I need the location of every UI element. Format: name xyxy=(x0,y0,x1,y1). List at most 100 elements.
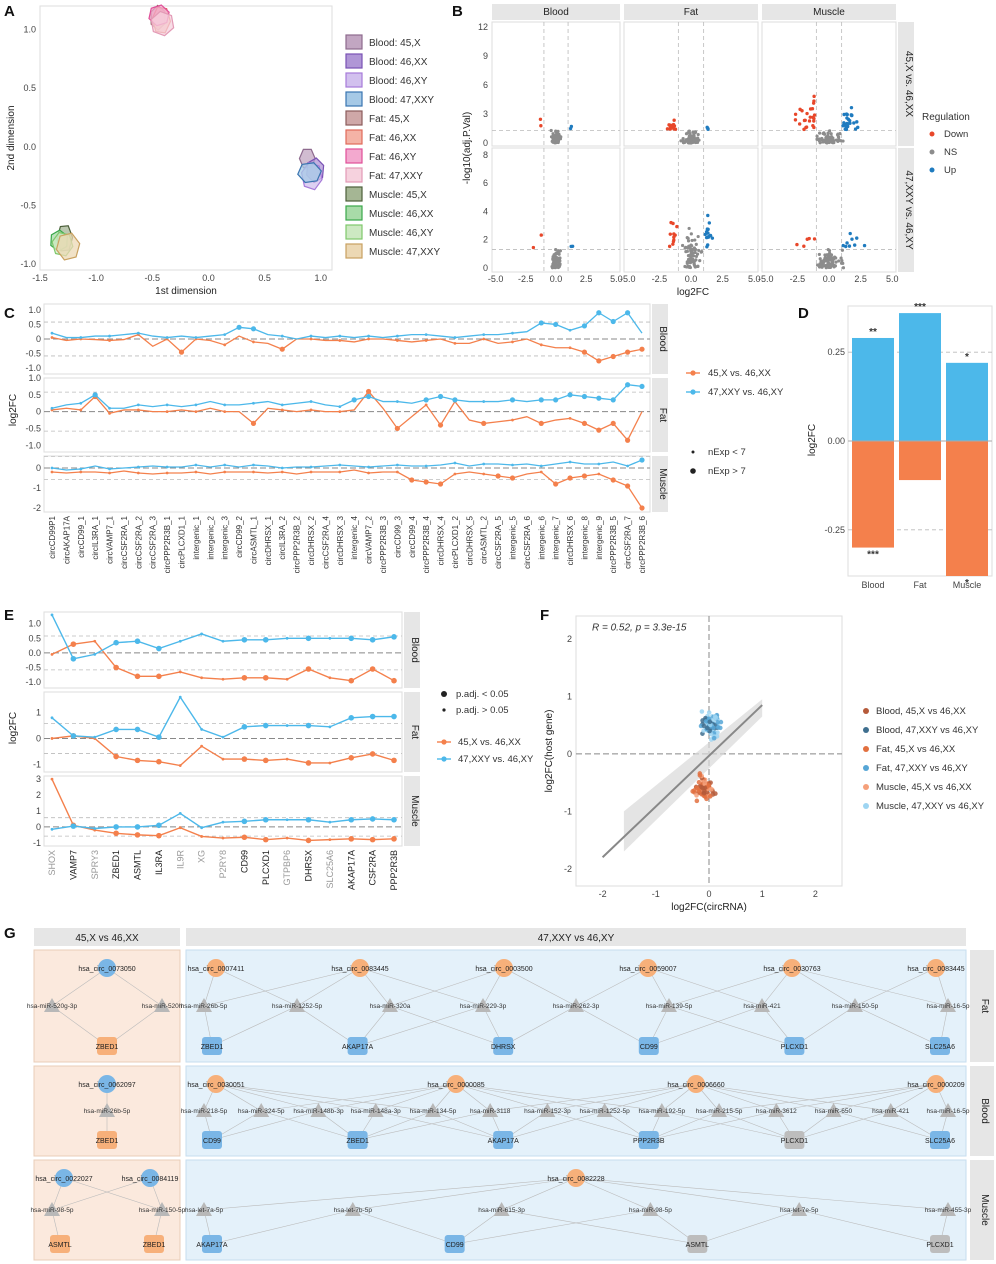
data-point xyxy=(223,343,227,347)
data-point xyxy=(156,645,162,652)
mirna-label: hsa-miR-320a xyxy=(370,1003,411,1010)
panel-b-volcano-plots: Blood Fat Muscle 45,X vs. 46,XX 47,XXY vs. 4… xyxy=(462,4,970,298)
mirna-label: hsa-let-7b-5p xyxy=(334,1207,373,1214)
gene-node xyxy=(687,1235,708,1253)
x-tick-label: circPLCXD1_2 xyxy=(451,515,460,568)
legend-swatch xyxy=(345,243,363,259)
legend-label: Up xyxy=(944,165,956,176)
data-point xyxy=(452,397,458,403)
ns-point xyxy=(828,251,832,255)
gene-label: PLCXD1 xyxy=(781,1138,808,1145)
y-tick-label: -0.5 xyxy=(25,663,41,673)
network-edge xyxy=(352,1209,455,1245)
data-point xyxy=(79,408,83,412)
data-point xyxy=(568,460,572,464)
ns-point xyxy=(684,132,689,136)
data-point xyxy=(309,334,313,338)
ns-point xyxy=(689,138,693,142)
data-point xyxy=(50,336,54,339)
data-point xyxy=(252,401,255,405)
mirna-label: hsa-miR-134-5p xyxy=(410,1108,457,1115)
network-edge xyxy=(106,967,163,1007)
data-point xyxy=(553,321,559,328)
up-point xyxy=(569,124,574,129)
up-point xyxy=(852,121,856,125)
data-point xyxy=(511,331,514,335)
ns-point xyxy=(828,129,832,133)
mirna-node xyxy=(99,1103,115,1117)
network-edge xyxy=(296,967,361,1007)
x-tick-label: circIL3RA_2 xyxy=(278,515,287,559)
data-point xyxy=(348,715,355,721)
x-tick-label: intergenic_2 xyxy=(206,515,215,559)
ns-point xyxy=(692,132,696,136)
down-point xyxy=(672,124,677,128)
legend-label: 47,XXY vs. 46,XY xyxy=(458,754,534,765)
x-tick-label: 5.0 xyxy=(610,274,623,284)
data-point xyxy=(610,477,616,483)
data-point xyxy=(369,636,376,643)
circrna-node xyxy=(55,1169,73,1187)
data-point xyxy=(50,716,54,720)
data-point xyxy=(610,353,616,360)
data-point xyxy=(221,735,225,739)
data-point xyxy=(391,713,397,720)
data-point xyxy=(596,310,602,316)
data-point xyxy=(200,826,204,830)
ns-point xyxy=(685,236,689,240)
up-point xyxy=(852,243,857,247)
ns-point xyxy=(694,242,698,247)
data-point xyxy=(553,481,559,487)
data-point xyxy=(252,470,255,474)
row-strip xyxy=(970,1160,994,1260)
row-label: Fat xyxy=(979,999,990,1014)
group-hull xyxy=(55,232,81,261)
mirna-label: hsa-miR-455-3p xyxy=(925,1207,972,1214)
legend-dot xyxy=(863,784,869,790)
circrna-label: hsa_circ_0006660 xyxy=(667,1082,724,1089)
data-point xyxy=(369,713,376,720)
ns-point xyxy=(829,132,833,136)
data-point xyxy=(348,816,355,823)
ns-point xyxy=(696,264,700,269)
ns-point xyxy=(831,136,835,140)
data-point xyxy=(200,728,204,731)
data-point xyxy=(200,632,204,636)
circrna-node xyxy=(207,1075,225,1093)
x-tick-label: -2.5 xyxy=(518,274,534,284)
circrna-label: hsa_circ_0084119 xyxy=(122,1176,179,1183)
mirna-label: hsa-miR-218-5p xyxy=(181,1108,228,1115)
up-point xyxy=(850,113,854,118)
ns-point xyxy=(551,134,555,138)
gene-node xyxy=(930,1235,950,1253)
x-tick-label: circCD99_2 xyxy=(235,515,244,557)
data-point xyxy=(223,410,227,414)
mirna-node xyxy=(847,998,863,1012)
x-axis-title: log2FC(circRNA) xyxy=(671,902,747,913)
facet-strip xyxy=(652,456,668,512)
down-point xyxy=(811,101,816,105)
data-point xyxy=(134,824,141,830)
ns-point xyxy=(688,141,693,145)
data-point xyxy=(50,406,54,410)
ns-point xyxy=(688,135,692,139)
mirna-label: hsa-miR-16-5p xyxy=(927,1108,970,1115)
data-point xyxy=(597,472,601,476)
data-point xyxy=(309,470,313,474)
data-point xyxy=(625,483,631,489)
legend-dot xyxy=(929,149,935,155)
panel-label-e: E xyxy=(4,607,14,624)
down-point xyxy=(673,127,678,131)
x-tick-label: circPPP2R3B_4 xyxy=(422,515,431,573)
legend-swatch xyxy=(345,34,363,50)
data-point xyxy=(395,334,399,338)
circrna-label: hsa_circ_0000085 xyxy=(427,1082,484,1089)
circrna-node xyxy=(567,1169,585,1187)
network-edge xyxy=(794,1110,891,1141)
gene-node xyxy=(97,1131,117,1149)
data-point xyxy=(495,473,501,479)
gene-node xyxy=(784,1037,805,1055)
network-edge xyxy=(261,1110,358,1141)
panel-label-f: F xyxy=(540,607,549,624)
circrna-node xyxy=(141,1169,159,1187)
